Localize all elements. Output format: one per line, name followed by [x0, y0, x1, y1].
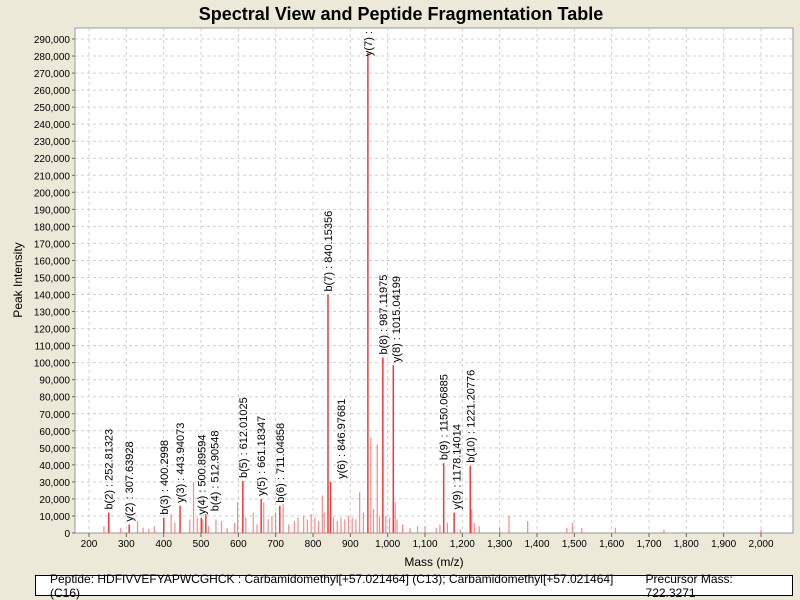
y-tick-label: 230,000 [34, 137, 71, 148]
y-axis: 0 10,000 20,000 30,000 40,000 50,000 60,000 70,… [34, 35, 75, 540]
x-tick-label: 1,700 [636, 539, 661, 550]
spectrum-chart: Spectral View and Peptide Fragmentation … [11, 4, 794, 569]
peptide-info-bar: Peptide: HDFIVVEFYAPWCGHCK : Carbamidome… [35, 572, 793, 600]
x-tick-label: 400 [155, 539, 172, 550]
y-tick-label: 10,000 [39, 512, 70, 523]
x-tick-label: 1,600 [599, 539, 624, 550]
y-tick-label: 200,000 [34, 188, 71, 199]
x-tick-label: 900 [342, 539, 359, 550]
y-tick-label: 240,000 [34, 120, 71, 131]
y-tick-label: 170,000 [34, 239, 71, 250]
y-tick-label: 130,000 [34, 308, 71, 319]
x-tick-label: 1,300 [487, 539, 512, 550]
y-tick-label: 100,000 [34, 359, 71, 370]
y-tick-label: 180,000 [34, 222, 71, 233]
peak-label: b(10) : 1221.20776 [465, 370, 477, 463]
y-tick-label: 210,000 [34, 171, 71, 182]
y-tick-label: 250,000 [34, 103, 71, 114]
x-tick-label: 800 [305, 539, 322, 550]
y-tick-label: 120,000 [34, 325, 71, 336]
y-tick-label: 90,000 [39, 376, 70, 387]
peaks [103, 52, 762, 533]
grid [75, 28, 793, 533]
x-tick-label: 2,000 [748, 539, 773, 550]
peak-label: y(6) : 846.97681 [336, 399, 348, 479]
y-tick-label: 220,000 [34, 154, 71, 165]
peak-label: y(8) : 1015.04199 [391, 276, 403, 362]
y-tick-label: 270,000 [34, 69, 71, 80]
x-tick-label: 1,400 [524, 539, 549, 550]
y-tick-label: 20,000 [39, 495, 70, 506]
y-tick-label: 80,000 [39, 393, 70, 404]
peptide-text: Peptide: HDFIVVEFYAPWCGHCK : Carbamidome… [50, 571, 614, 600]
y-tick-label: 280,000 [34, 52, 71, 63]
x-tick-label: 200 [81, 539, 98, 550]
y-tick-label: 190,000 [34, 205, 71, 216]
peak-label: y(3) : 443.94073 [175, 423, 187, 503]
peak-label: y(2) : 307.63928 [124, 441, 136, 521]
peak-label: b(6) : 711.04858 [275, 423, 287, 503]
peak-label: y(9) : 1178.14014 [452, 424, 464, 509]
x-tick-label: 600 [230, 539, 247, 550]
peak-label: b(4) : 512.90548 [209, 431, 221, 512]
y-tick-label: 150,000 [34, 273, 71, 284]
peak-label: y(5) : 661.18347 [256, 416, 268, 496]
y-tick-label: 110,000 [35, 342, 71, 353]
x-tick-label: 1,800 [674, 539, 699, 550]
y-tick-label: 50,000 [39, 444, 70, 455]
y-tick-label: 140,000 [34, 291, 71, 302]
x-tick-label: 1,900 [711, 539, 736, 550]
x-tick-label: 1,500 [562, 539, 587, 550]
peak-label: b(2) : 252.81323 [104, 429, 116, 510]
y-tick-label: 0 [64, 529, 70, 540]
y-axis-label: Peak Intensity [11, 242, 25, 317]
y-tick-label: 260,000 [34, 86, 71, 97]
x-tick-label: 300 [118, 539, 135, 550]
x-tick-label: 500 [193, 539, 210, 550]
y-tick-label: 40,000 [39, 461, 70, 472]
x-axis-label: Mass (m/z) [404, 555, 463, 569]
x-tick-label: 1,000 [375, 539, 400, 550]
peak-label: b(7) : 840.15356 [323, 211, 335, 292]
peak-label: b(5) : 612.01025 [238, 397, 250, 478]
peak-labels: b(2) : 252.81323 y(2) : 307.63928 b(3) : 4… [104, 31, 478, 521]
x-axis: 200 300 400 500 600 700 800 900 1,000 1,100 1,200 1… [81, 533, 774, 550]
x-tick-label: 1,100 [412, 539, 437, 550]
y-tick-label: 60,000 [39, 427, 70, 438]
y-tick-label: 290,000 [34, 35, 71, 46]
chart-title: Spectral View and Peptide Fragmentation … [199, 4, 603, 24]
x-tick-label: 700 [267, 539, 284, 550]
precursor-mass: Precursor Mass: 722.3271 [645, 571, 733, 600]
y-tick-label: 30,000 [39, 478, 70, 489]
peak-label: b(3) : 400.2998 [159, 440, 171, 515]
y-tick-label: 70,000 [39, 410, 70, 421]
y-tick-label: 160,000 [34, 256, 71, 267]
peak-label: y(7) : [363, 31, 375, 56]
peak-label: y(4) : 500.89594 [196, 435, 208, 515]
plot-area [74, 27, 794, 534]
peak-label: b(9) : 1150.06885 [439, 374, 451, 460]
peak-label: b(8) : 987.11975 [378, 275, 390, 355]
x-tick-label: 1,200 [450, 539, 475, 550]
